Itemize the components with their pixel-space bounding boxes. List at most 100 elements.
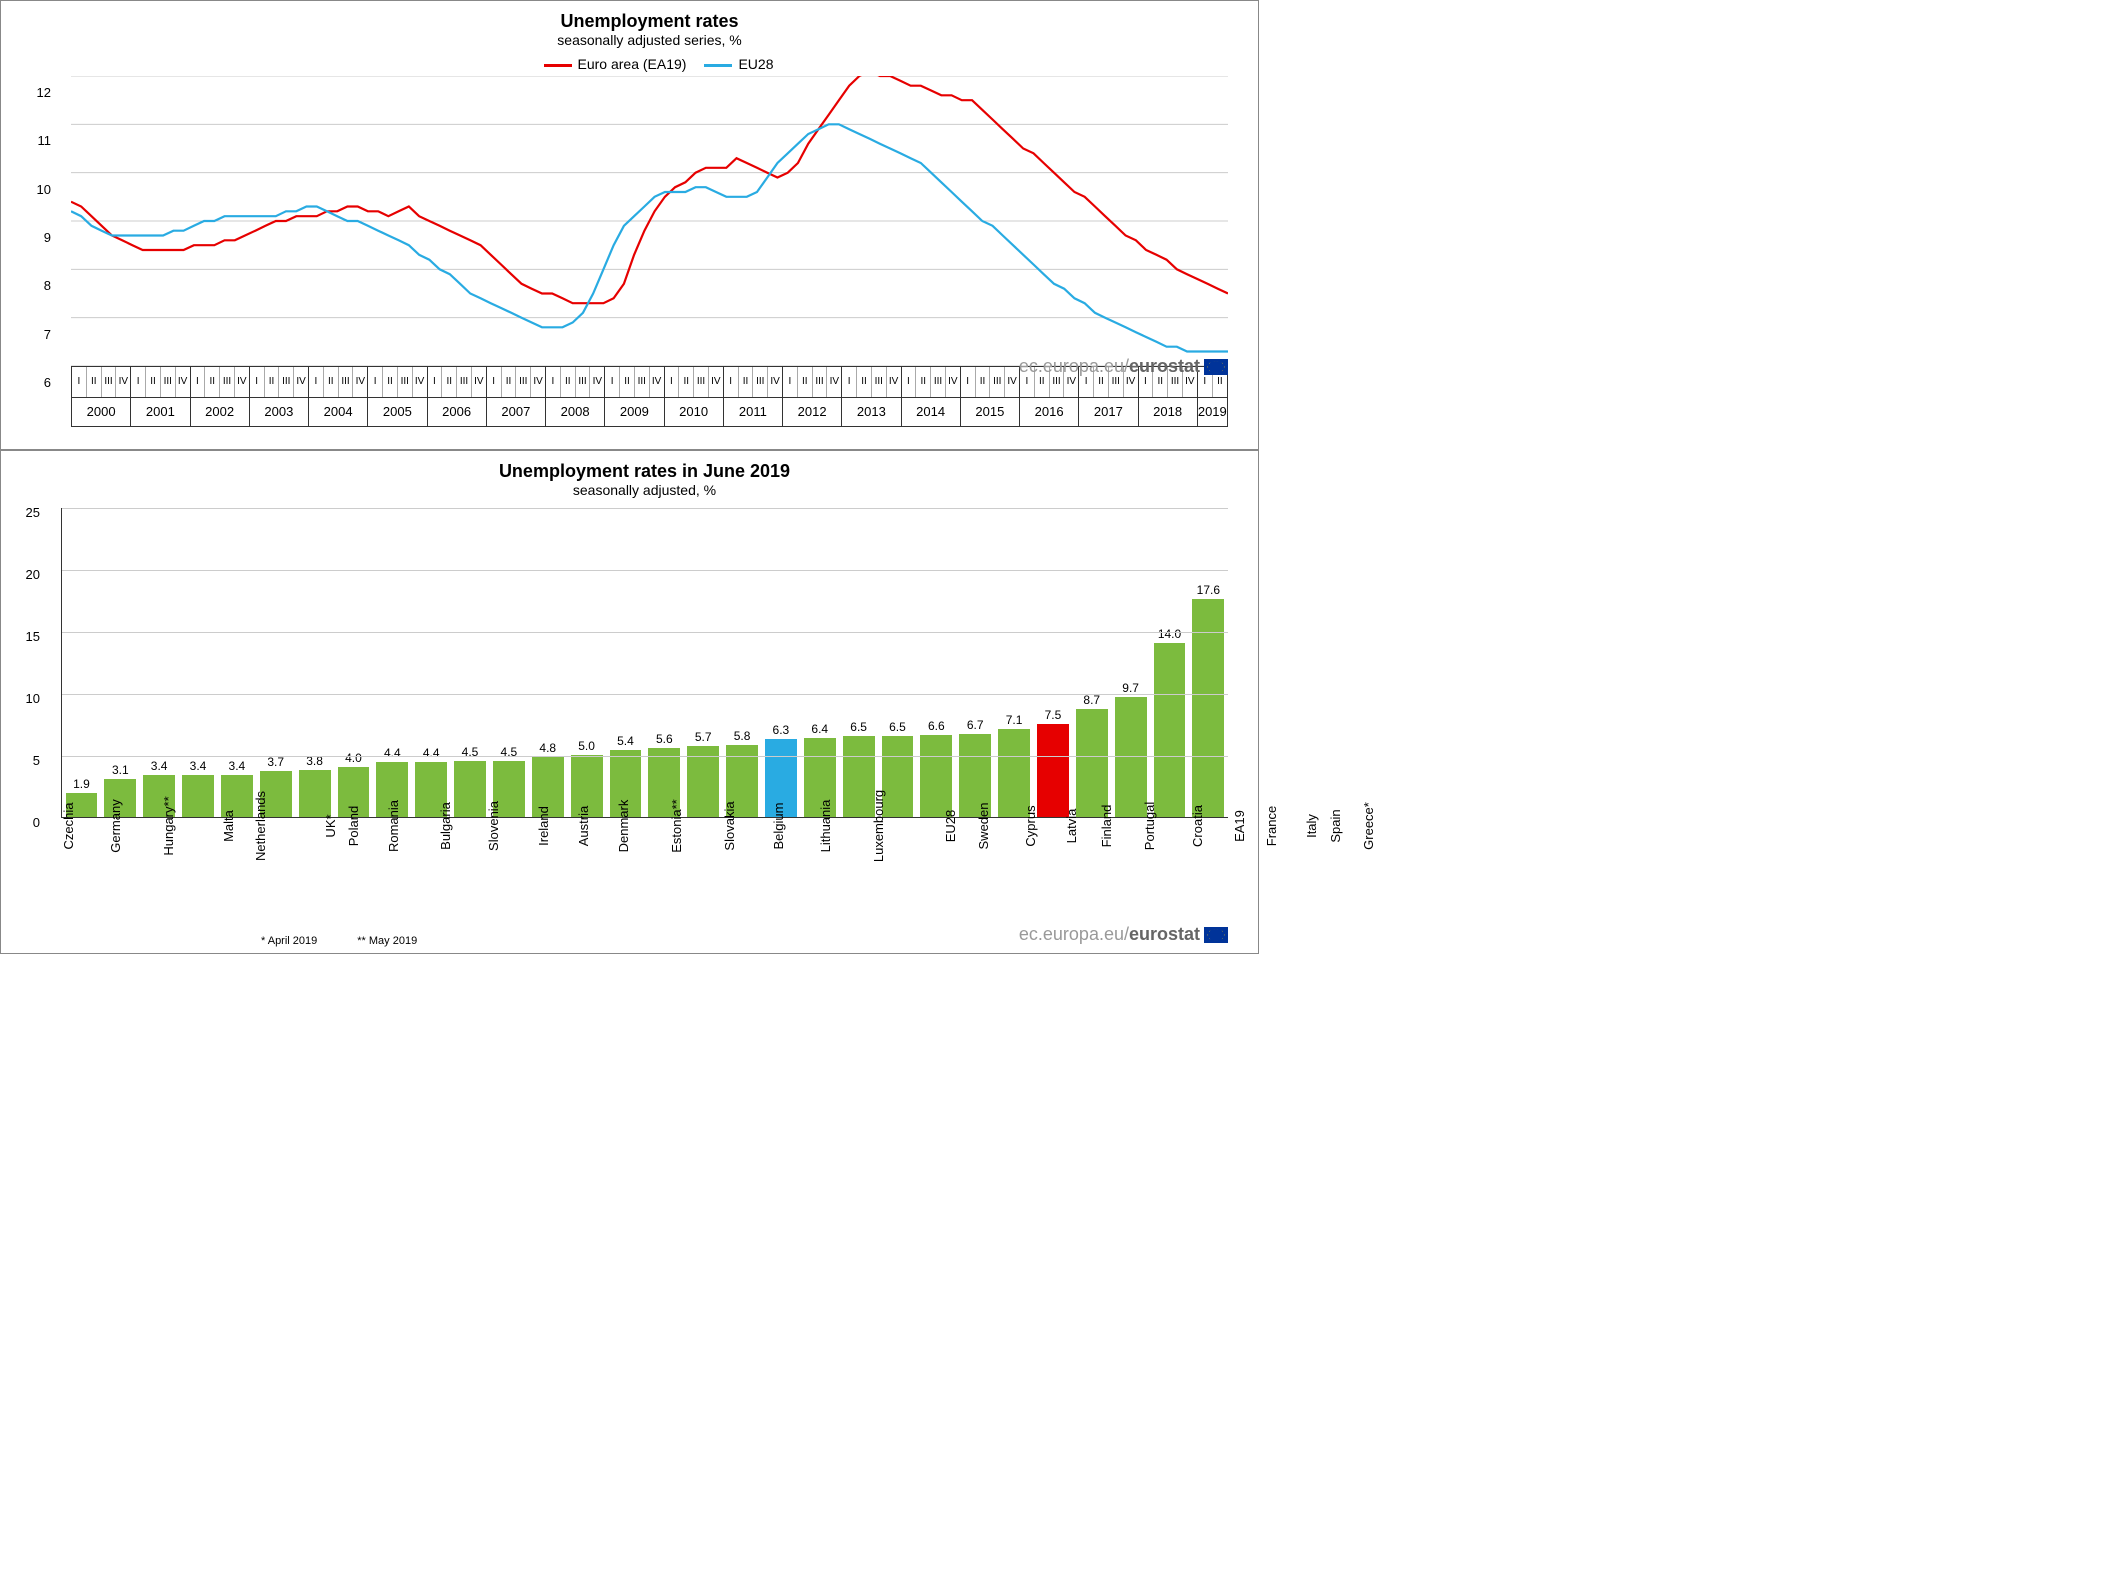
- bar: [454, 761, 486, 817]
- quarter-label: IV: [176, 367, 190, 397]
- bar-x-label: Hungary**: [161, 822, 220, 837]
- bar-slot: 4.8: [528, 508, 567, 817]
- quarter-label: I: [72, 367, 87, 397]
- bar-slot: 3.4: [140, 508, 179, 817]
- year-label: 2019: [1198, 398, 1227, 427]
- bar-value-label: 7.1: [995, 713, 1034, 727]
- quarter-label: III: [576, 367, 591, 397]
- bar-x-label: Austria: [576, 822, 616, 837]
- quarter-label: III: [753, 367, 768, 397]
- year-group: IIIIIIIV2014: [901, 367, 960, 427]
- quarter-label: IV: [294, 367, 308, 397]
- bar-x-label: Estonia**: [669, 822, 722, 837]
- bar-slot: 3.1: [101, 508, 140, 817]
- year-label: 2015: [961, 398, 1019, 427]
- bar-value-label: 5.4: [606, 734, 645, 748]
- quarter-label: IV: [235, 367, 249, 397]
- bar-slot: 6.4: [800, 508, 839, 817]
- year-group: IIIIIIIV2003: [249, 367, 308, 427]
- bar-x-label: Belgium: [771, 822, 818, 837]
- quarter-label: I: [309, 367, 324, 397]
- bar-value-label: 4.0: [334, 751, 373, 765]
- quarter-label: I: [487, 367, 502, 397]
- quarter-label: III: [813, 367, 828, 397]
- quarter-label: I: [842, 367, 857, 397]
- bar-slot: 5.0: [567, 508, 606, 817]
- footnote: ** May 2019: [357, 935, 417, 947]
- quarter-label: I: [368, 367, 383, 397]
- bar-x-label: Spain: [1328, 822, 1361, 837]
- bar-value-label: 1.9: [62, 777, 101, 791]
- chart-container: Unemployment rates seasonally adjusted s…: [0, 0, 1259, 954]
- eu-flag-icon: [1204, 927, 1228, 943]
- quarter-label: I: [191, 367, 206, 397]
- bar-value-label: 3.4: [217, 759, 256, 773]
- quarter-label: III: [220, 367, 235, 397]
- bar-x-label: EU28: [943, 822, 976, 837]
- bar-plot-area: 1.93.13.43.43.43.73.84.04.44.44.54.54.85…: [61, 508, 1228, 818]
- bar-x-label: Italy: [1304, 822, 1328, 837]
- year-group: IIIIIIIV2013: [841, 367, 900, 427]
- quarter-label: IV: [827, 367, 841, 397]
- bar-slot: 7.5: [1033, 508, 1072, 817]
- line-chart-legend: Euro area (EA19)EU28: [61, 56, 1238, 72]
- quarter-label: II: [620, 367, 635, 397]
- quarter-label: IV: [709, 367, 723, 397]
- quarter-label: III: [694, 367, 709, 397]
- bar-slot: 6.5: [878, 508, 917, 817]
- quarter-label: III: [398, 367, 413, 397]
- bar-slot: 3.4: [179, 508, 218, 817]
- year-label: 2011: [724, 398, 782, 427]
- quarter-label: I: [961, 367, 976, 397]
- bar-slot: 5.8: [723, 508, 762, 817]
- bar-x-label: UK*: [323, 822, 346, 837]
- year-label: 2003: [250, 398, 308, 427]
- bar-chart-x-labels: CzechiaGermanyHungary**MaltaNetherlandsU…: [61, 822, 1228, 837]
- bar-x-label: Ireland: [536, 822, 576, 837]
- bar: [843, 736, 875, 817]
- year-label: 2010: [665, 398, 723, 427]
- bar: [182, 775, 214, 817]
- quarter-label: III: [872, 367, 887, 397]
- bar-slot: 6.3: [761, 508, 800, 817]
- year-group: IIIIIIIV2007: [486, 367, 545, 427]
- bar-slot: 8.7: [1072, 508, 1111, 817]
- quarter-label: IV: [413, 367, 427, 397]
- bar-chart-panel: Unemployment rates in June 2019 seasonal…: [0, 450, 1259, 954]
- bar-x-label: Luxembourg: [871, 822, 943, 837]
- quarter-label: IV: [590, 367, 604, 397]
- y-tick-label: 11: [11, 133, 51, 148]
- legend-swatch: [704, 64, 732, 67]
- bar-x-label: Czechia: [61, 822, 108, 837]
- year-group: IIIIIIIV2001: [130, 367, 189, 427]
- quarter-label: IV: [946, 367, 960, 397]
- bar-value-label: 8.7: [1072, 693, 1111, 707]
- bar-value-label: 6.5: [839, 720, 878, 734]
- y-tick-label: 6: [11, 375, 51, 390]
- bar-value-label: 14.0: [1150, 627, 1189, 641]
- y-tick-label: 20: [15, 567, 40, 582]
- quarter-label: IV: [1005, 367, 1019, 397]
- quarter-label: III: [161, 367, 176, 397]
- year-group: IIIIIIIV2005: [367, 367, 426, 427]
- year-label: 2018: [1139, 398, 1197, 427]
- year-label: 2002: [191, 398, 249, 427]
- year-label: 2007: [487, 398, 545, 427]
- quarter-label: IV: [887, 367, 901, 397]
- bar-value-label: 5.7: [684, 730, 723, 744]
- quarter-label: II: [502, 367, 517, 397]
- bar-value-label: 5.6: [645, 732, 684, 746]
- y-tick-label: 15: [15, 629, 40, 644]
- quarter-label: III: [457, 367, 472, 397]
- quarter-label: I: [131, 367, 146, 397]
- bar: [882, 736, 914, 817]
- quarter-label: I: [605, 367, 620, 397]
- bar-value-label: 4.4: [373, 746, 412, 760]
- bar-slot: 1.9: [62, 508, 101, 817]
- bar-slot: 7.1: [995, 508, 1034, 817]
- y-tick-label: 0: [15, 815, 40, 830]
- line-chart-title: Unemployment rates: [61, 11, 1238, 32]
- bar-slot: 4.4: [412, 508, 451, 817]
- quarter-label: I: [250, 367, 265, 397]
- bar: [1154, 643, 1186, 817]
